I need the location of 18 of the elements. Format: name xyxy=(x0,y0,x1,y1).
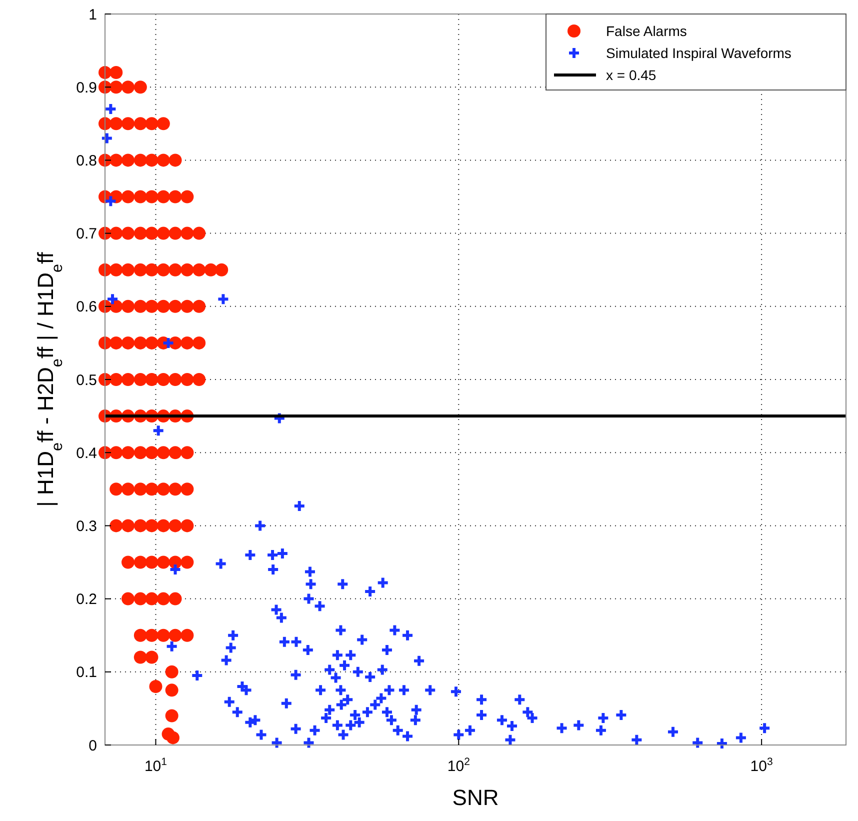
y-tick-label: 0.8 xyxy=(76,152,97,170)
y-tick-label: 0.5 xyxy=(76,372,97,389)
y-tick-label: 0.3 xyxy=(76,518,97,535)
y-tick-label: 0.1 xyxy=(76,664,97,682)
x-tick-label: 10$^{3}$ xyxy=(750,756,773,775)
y-tick-label: 0.4 xyxy=(76,444,97,462)
y-tick-label: 0.6 xyxy=(76,298,97,316)
x-tick-label: 10$^{1}$ xyxy=(144,756,168,775)
x-tick-label: 10$^{2}$ xyxy=(447,756,470,775)
legend-label: Simulated Inspiral Waveforms xyxy=(606,44,792,61)
legend-label: x = 0.45 xyxy=(606,66,656,83)
y-tick-label: 1 xyxy=(88,6,97,24)
y-tick-label: 0.2 xyxy=(76,591,97,608)
y-tick-label: 0.7 xyxy=(76,226,97,243)
x-axis-title: SNR xyxy=(452,785,499,810)
y-tick-label: 0 xyxy=(88,737,97,754)
y-tick-label: 0.9 xyxy=(76,79,97,96)
legend-label: False Alarms xyxy=(606,22,687,39)
